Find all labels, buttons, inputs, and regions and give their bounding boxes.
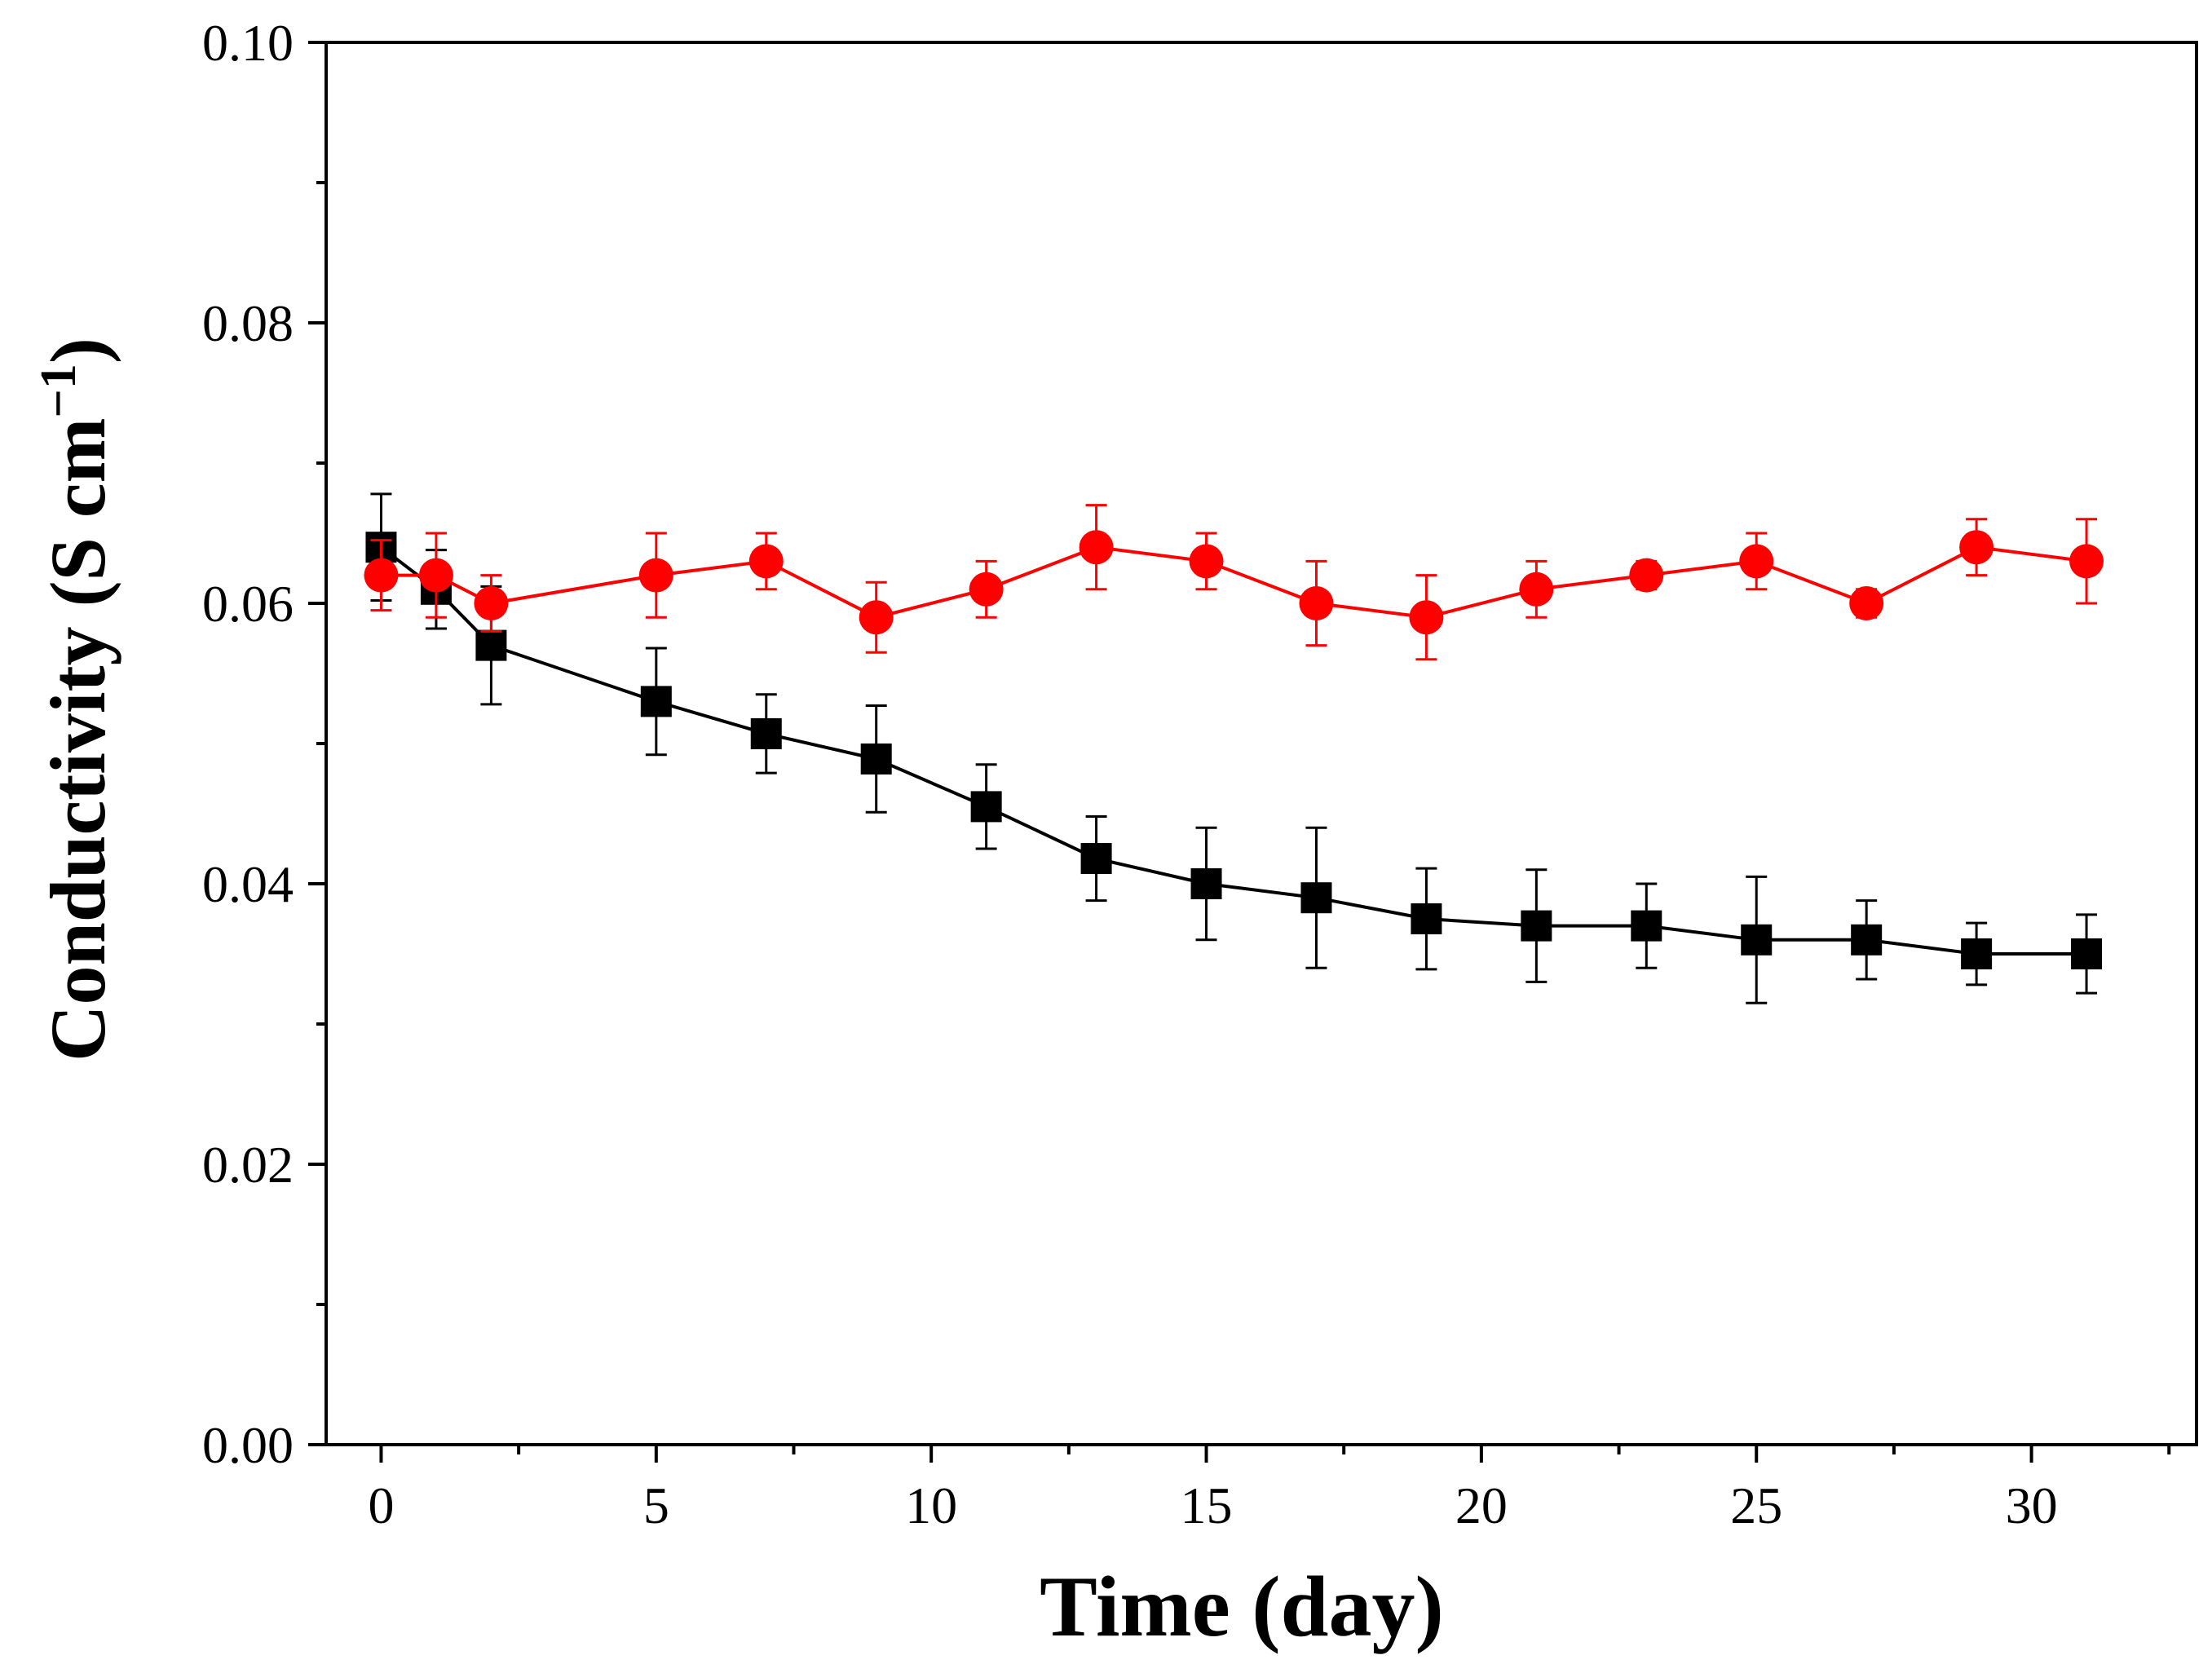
data-point-circle xyxy=(2069,544,2104,579)
data-point-circle xyxy=(969,572,1004,607)
data-point-square xyxy=(1961,938,1993,969)
data-point-circle xyxy=(364,558,399,593)
ticks xyxy=(308,41,2171,1463)
data-point-square xyxy=(1190,868,1222,899)
axes xyxy=(325,41,2198,1446)
data-point-square xyxy=(640,686,672,717)
data-point-square xyxy=(1080,843,1112,875)
data-point-circle xyxy=(418,558,453,593)
series-line xyxy=(380,545,2087,956)
data-point-circle xyxy=(748,544,784,579)
data-point-circle xyxy=(1519,572,1554,607)
data-point-square xyxy=(750,717,782,749)
x-tick-label: 15 xyxy=(1181,1476,1233,1534)
data-point-circle xyxy=(638,558,673,593)
x-tick-label: 30 xyxy=(2006,1476,2058,1534)
x-tick-label: 5 xyxy=(643,1476,669,1534)
data-point-square xyxy=(2071,938,2103,969)
data-point-square xyxy=(1631,910,1662,942)
y-tick-label: 0.00 xyxy=(202,1416,294,1474)
series-line xyxy=(381,545,2087,620)
y-axis-title-main: Conductivity (S cm xyxy=(34,417,121,1061)
x-tick-label: 0 xyxy=(368,1476,394,1534)
data-point-circle xyxy=(1079,530,1114,565)
data-point-circle xyxy=(474,586,509,620)
y-tick-label: 0.04 xyxy=(202,855,294,913)
x-tick-label: 25 xyxy=(1730,1476,1782,1534)
y-tick-label: 0.06 xyxy=(202,575,294,633)
data-point-circle xyxy=(1189,544,1224,579)
plot-frame xyxy=(325,41,2198,1446)
y-tick-label: 0.02 xyxy=(202,1136,294,1194)
data-point-circle xyxy=(1959,530,1994,565)
tick-labels: 0 5 10 15 20 25 30 0.00 0.02 0.04 0.06 0.08 0.10 xyxy=(202,14,2058,1534)
data-point-circle xyxy=(859,600,894,635)
data-point-circle xyxy=(1409,600,1444,635)
data-point-square xyxy=(1300,882,1332,914)
data-point-square xyxy=(475,629,507,661)
series-red-circles xyxy=(364,504,2104,661)
data-point-circle xyxy=(1629,558,1664,593)
y-tick-label: 0.08 xyxy=(202,294,294,352)
data-point-circle xyxy=(1299,586,1334,620)
data-point-square xyxy=(860,743,892,775)
y-axis-title-close: ) xyxy=(34,338,121,364)
series xyxy=(364,492,2104,1004)
y-tick-label: 0.10 xyxy=(202,14,294,72)
data-point-square xyxy=(1741,924,1773,956)
x-axis-title: Time (day) xyxy=(1040,1559,1444,1654)
data-point-square xyxy=(1411,903,1442,934)
y-axis-title: Conductivity (S cm−1) xyxy=(31,338,121,1062)
x-tick-label: 20 xyxy=(1455,1476,1508,1534)
y-axis-title-superscript: −1 xyxy=(31,364,86,417)
data-point-circle xyxy=(1739,544,1774,579)
data-point-circle xyxy=(1849,586,1884,620)
data-point-square xyxy=(1851,924,1883,956)
x-tick-label: 10 xyxy=(905,1476,957,1534)
series-black-squares xyxy=(365,492,2103,1004)
data-point-square xyxy=(1521,910,1552,942)
data-point-square xyxy=(970,791,1002,823)
